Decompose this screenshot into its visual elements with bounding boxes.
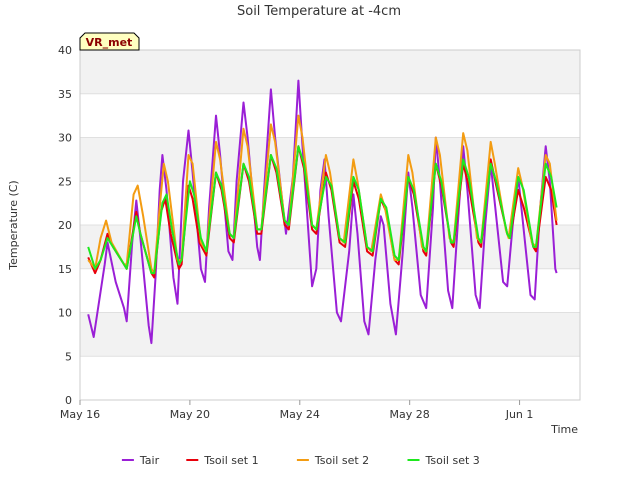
x-tick-label: May 16 (60, 408, 100, 421)
x-tick-label: May 24 (280, 408, 320, 421)
station-badge: VR_met (79, 32, 140, 51)
y-tick-label: 20 (58, 219, 72, 232)
legend-label-tsoil-set-3: Tsoil set 3 (425, 454, 480, 467)
legend-label-tsoil-set-1: Tsoil set 1 (203, 454, 258, 467)
series-lines (87, 79, 558, 345)
series-line-tsoil-set-3 (87, 145, 558, 275)
x-axis-label: Time (550, 423, 578, 436)
plot-band (80, 50, 580, 94)
y-tick-label: 5 (65, 350, 72, 363)
plot-band (80, 268, 580, 313)
y-tick-label: 0 (65, 394, 72, 407)
legend-label-tsoil-set-2: Tsoil set 2 (314, 454, 369, 467)
y-tick-label: 30 (58, 132, 72, 145)
legend-label-tair: Tair (139, 454, 160, 467)
x-tick-label: May 20 (170, 408, 210, 421)
x-tick-label: Jun 1 (505, 408, 534, 421)
y-axis-label: Temperature (C) (7, 180, 20, 270)
y-axis-ticks: 0 5 10 15 20 25 30 35 40 (58, 44, 72, 407)
x-axis-ticks: May 16 May 20 May 24 May 28 Jun 1 (60, 400, 534, 421)
y-tick-label: 35 (58, 88, 72, 101)
legend: Tair Tsoil set 1 Tsoil set 2 Tsoil set 3 (121, 454, 480, 467)
y-tick-label: 25 (58, 175, 72, 188)
y-tick-label: 15 (58, 263, 72, 276)
plot-band (80, 312, 580, 357)
y-tick-label: 10 (58, 307, 72, 320)
plot-band (80, 93, 580, 138)
x-tick-label: May 28 (390, 408, 430, 421)
chart-title: Soil Temperature at -4cm (237, 4, 401, 19)
station-badge-label: VR_met (86, 36, 133, 49)
plot-frame (79, 49, 581, 401)
plot-band (80, 356, 580, 400)
series-line-tsoil-set-1 (87, 145, 558, 279)
y-tick-label: 40 (58, 44, 72, 57)
station-badge-shape (79, 32, 140, 51)
